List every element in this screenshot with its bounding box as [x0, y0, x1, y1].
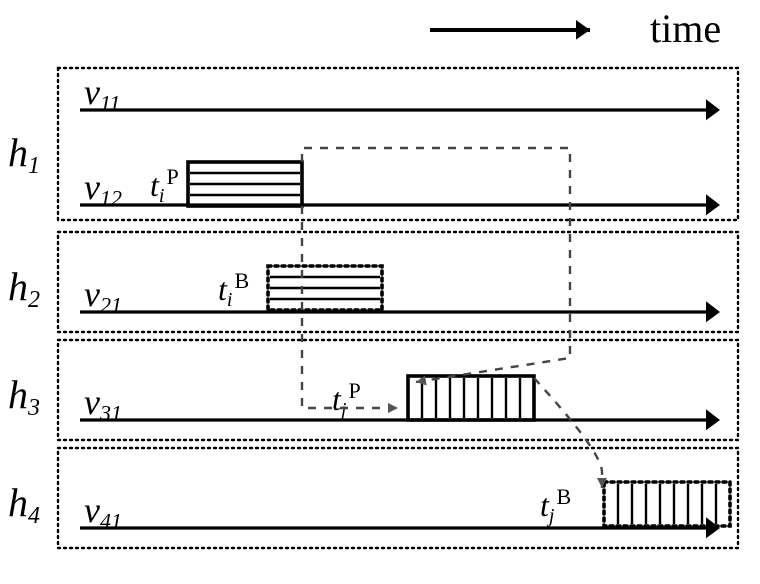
host-label-h3: h3: [8, 372, 40, 421]
lane-label-v11: v11: [84, 72, 120, 115]
host-box: [58, 340, 738, 440]
time-arrow-head: [576, 20, 590, 40]
lane-label-v31: v31: [84, 382, 122, 425]
lane-label-v21: v21: [84, 274, 122, 317]
task-tj_p-box: [408, 376, 534, 420]
lane-v21-arrowhead: [706, 301, 720, 322]
lane-v31-arrowhead: [706, 409, 720, 430]
task-tj_b-box: [604, 482, 730, 526]
task-label-tj_b: tjB: [540, 484, 571, 527]
dependency-dep3: [534, 378, 602, 488]
lane-label-v41: v41: [84, 490, 122, 533]
lane-v12-arrowhead: [706, 194, 720, 215]
task-label-tj_p: tjP: [332, 378, 361, 421]
time-label: time: [650, 6, 721, 51]
task-label-ti_b: tiB: [218, 268, 249, 311]
host-label-h2: h2: [8, 264, 40, 313]
task-tj_p: [408, 376, 534, 420]
task-tj_b: [604, 482, 730, 526]
host-label-h4: h4: [8, 480, 40, 529]
lane-v11-arrowhead: [706, 99, 720, 120]
host-box: [58, 232, 738, 332]
lane-label-v12: v12: [84, 167, 122, 210]
diagram-canvas: time h1 v11 v12 h2 v21 h3 v31 h4 v41 tiP tiB tjP tjB: [0, 0, 760, 584]
host-box: [58, 448, 738, 548]
task-ti_p: [188, 162, 302, 206]
host-label-h1: h1: [8, 130, 40, 179]
task-ti_b: [268, 266, 382, 310]
task-label-ti_p: tiP: [150, 164, 179, 207]
